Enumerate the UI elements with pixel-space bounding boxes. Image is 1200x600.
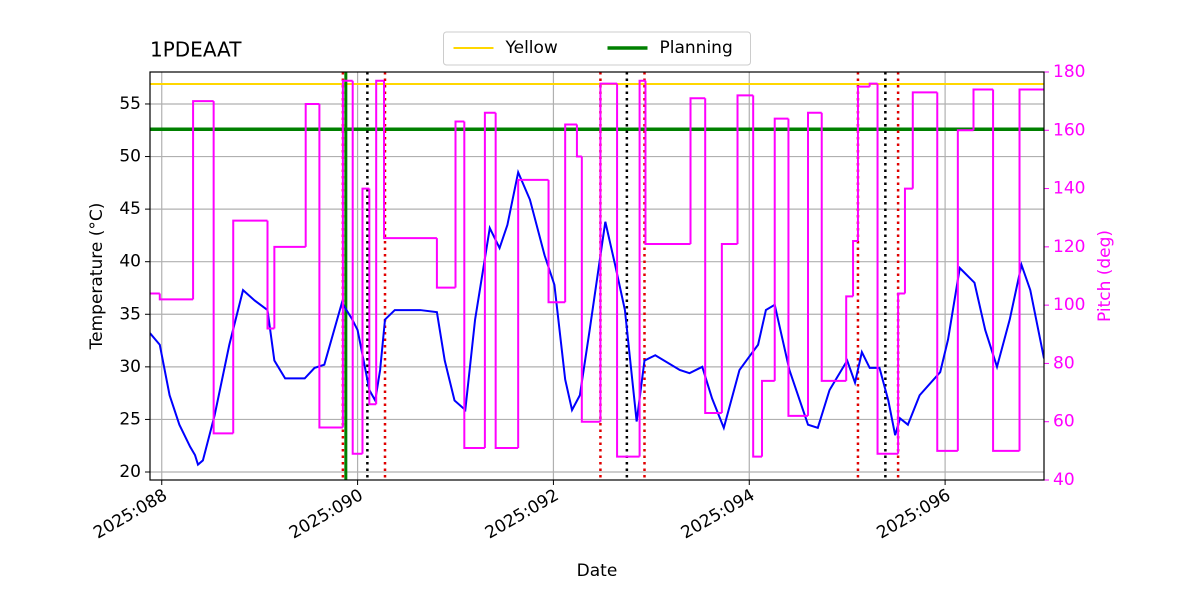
step-segment [383,80,437,240]
y-tick-label: 50 [119,147,141,167]
step-segment [720,242,738,413]
x-tick-label: 2025:094 [678,485,759,543]
step-segment [638,79,646,457]
x-tick-label: 2025:088 [90,485,171,543]
step-segment [375,79,385,405]
y2-tick-label: 180 [1053,62,1085,82]
step-segment [856,85,870,242]
step-segment [273,245,306,329]
y-tick-label: 55 [119,94,141,114]
step-segment [992,89,1020,452]
step-segment [903,187,913,294]
y-axis-label: Temperature (°C) [87,203,107,351]
legend-label: Yellow [505,38,558,58]
step-segment [773,117,789,381]
step-segment [845,295,854,381]
line [150,168,1044,467]
step-segment [517,178,549,448]
step-segment [266,220,275,330]
step-segment [454,120,465,288]
step-segment [368,188,377,406]
step-segment [911,91,938,189]
step-segment [192,100,214,300]
step-segment [575,124,582,158]
plot-frame [149,71,1045,481]
step-segment [616,83,640,458]
step-segment [304,103,320,247]
plot-area [150,72,1044,480]
step-segment [564,123,577,303]
y2-tick-label: 100 [1053,295,1085,315]
step-segment [787,118,809,417]
step-segment [972,88,994,131]
step-segment [820,112,847,382]
step-segment [736,94,754,244]
step-segment [547,179,566,304]
step-segment [580,156,601,423]
y-tick-label: 40 [119,252,141,272]
x-axis-label: Date [577,561,618,581]
y2-tick-label: 120 [1053,237,1085,257]
y2-tick-label: 80 [1053,353,1075,373]
step-segment [807,111,822,416]
step-segment [435,238,456,289]
y-tick-label: 35 [119,304,141,324]
y2-tick-label: 40 [1053,470,1075,490]
step-segment [1018,88,1044,451]
y2-tick-label: 160 [1053,120,1085,140]
x-tick-label: 2025:090 [286,485,367,543]
y2-tick-label: 60 [1053,412,1075,432]
legend-label: Planning [660,38,733,58]
y-tick-label: 25 [119,409,141,429]
step-segment [956,129,974,451]
y-tick-label: 45 [119,199,141,219]
y2-tick-label: 140 [1053,179,1085,199]
step-segment [212,101,234,435]
step-segment [318,104,343,429]
step-segment [852,240,858,297]
legend-box [443,31,751,66]
step-segment [644,80,691,245]
step-segment [232,219,268,434]
x-tick-label: 2025:096 [874,485,955,543]
step-segment [351,80,363,455]
step-segment [704,98,722,414]
chart-title: 1PDEAAT [150,38,242,62]
y2-axis-label: Pitch (deg) [1095,230,1115,322]
step-segment [760,379,775,457]
step-segment [936,92,958,452]
step-segment [361,187,370,454]
step-segment [752,95,762,458]
step-segment [868,82,878,87]
y-tick-label: 20 [119,462,141,482]
step-segment [599,82,618,422]
step-segment [341,79,353,428]
step-segment [158,293,194,301]
x-tick-label: 2025:092 [482,485,563,543]
step-segment [897,292,905,454]
y-tick-label: 30 [119,357,141,377]
step-segment [494,112,519,449]
step-segment [483,111,496,448]
step-segment [876,83,899,455]
step-segment [463,121,485,449]
step-segment [689,97,706,244]
